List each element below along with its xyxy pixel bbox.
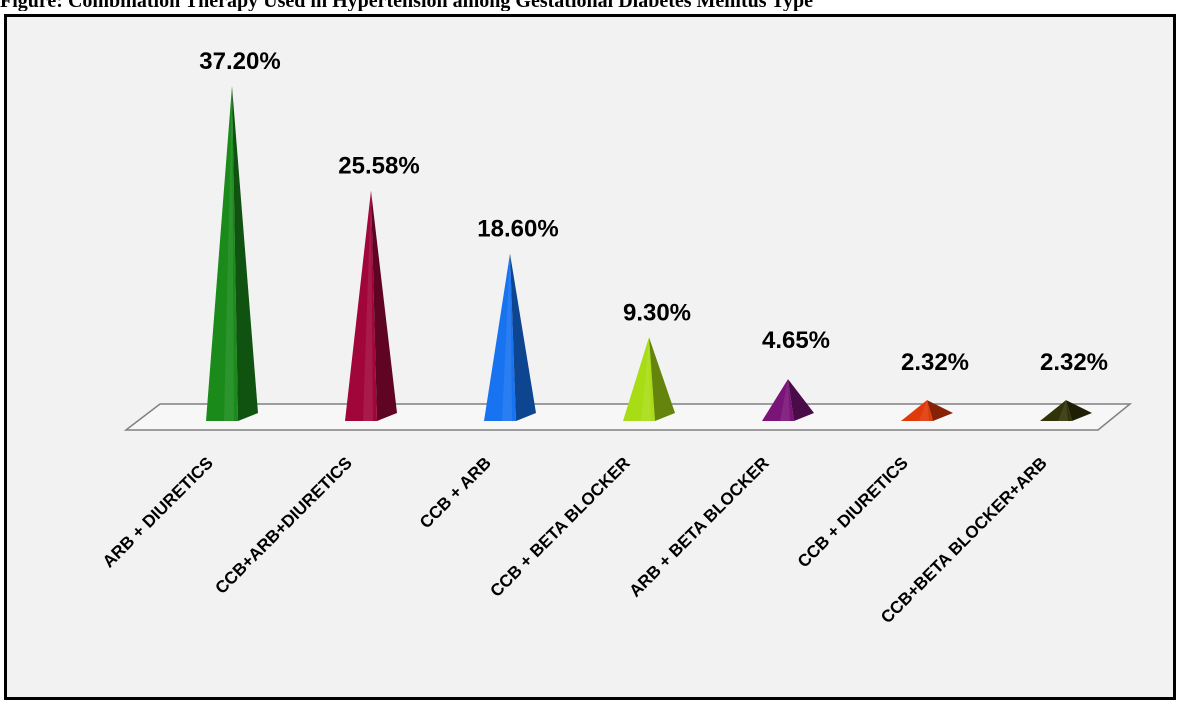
bar-highlight <box>1058 400 1068 421</box>
bar-ccb-beta-blocker-arb <box>1040 400 1092 421</box>
bar-side-face <box>649 337 675 421</box>
category-label-ccb-beta-blocker-arb: CCB+BETA BLOCKER+ARB <box>877 453 1051 627</box>
bar-highlight <box>224 86 234 421</box>
bar-front-face <box>623 337 655 421</box>
category-label-ccb-arb-diuretics: CCB+ARB+DIURETICS <box>211 453 355 597</box>
category-label-ccb-diuretics: CCB + DIURETICS <box>794 453 912 571</box>
category-label-arb-beta-blocker: ARB + BETA BLOCKER <box>625 453 772 600</box>
data-label-ccb-beta-blocker-arb: 2.32% <box>1040 349 1108 376</box>
bar-front-face <box>484 253 516 421</box>
chart-marks <box>206 86 1092 421</box>
category-label-ccb-beta-blocker: CCB + BETA BLOCKER <box>486 453 633 600</box>
data-label-arb-beta-blocker: 4.65% <box>762 327 830 354</box>
bar-highlight <box>641 337 651 421</box>
chart-frame <box>4 14 1176 700</box>
data-label-ccb-diuretics: 2.32% <box>901 349 969 376</box>
bar-front-face <box>1040 400 1072 421</box>
bar-arb-beta-blocker <box>762 379 814 421</box>
bar-ccb-arb <box>484 253 536 421</box>
bar-arb-diuretics <box>206 86 258 421</box>
figure-caption: Figure: Combination Therapy Used in Hype… <box>0 0 813 11</box>
category-label-arb-diuretics: ARB + DIURETICS <box>99 453 217 571</box>
bar-side-face <box>232 86 258 421</box>
bar-highlight <box>919 400 929 421</box>
bar-front-face <box>206 86 238 421</box>
bar-front-face <box>762 379 794 421</box>
bar-front-face <box>345 190 377 421</box>
data-label-arb-diuretics: 37.20% <box>199 48 280 75</box>
bar-side-face <box>788 379 814 421</box>
data-label-ccb-arb-diuretics: 25.58% <box>338 153 419 180</box>
bar-side-face <box>510 253 536 421</box>
data-label-ccb-beta-blocker: 9.30% <box>623 299 691 326</box>
bar-side-face <box>927 400 953 421</box>
bar-side-face <box>371 190 397 421</box>
bar-front-face <box>901 400 933 421</box>
bar-ccb-arb-diuretics <box>345 190 397 421</box>
data-label-ccb-arb: 18.60% <box>477 216 558 243</box>
bar-ccb-beta-blocker <box>623 337 675 421</box>
category-label-ccb-arb: CCB + ARB <box>416 453 495 532</box>
bar-highlight <box>780 379 790 421</box>
bar-ccb-diuretics <box>901 400 953 421</box>
bar-side-face <box>1066 400 1092 421</box>
bar-highlight <box>363 190 373 421</box>
bar-highlight <box>502 253 512 421</box>
